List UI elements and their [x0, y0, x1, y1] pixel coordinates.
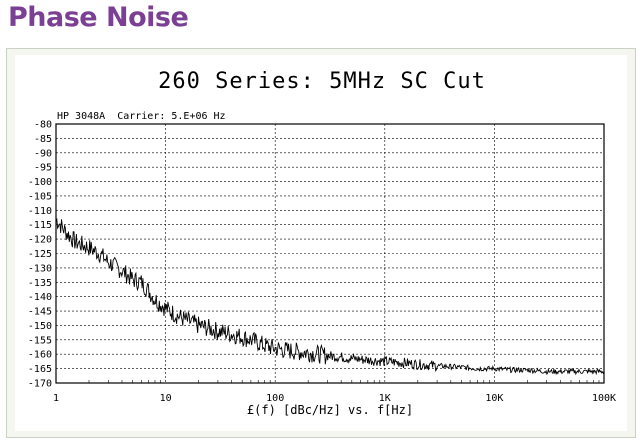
- y-tick-label: -110: [28, 206, 52, 217]
- y-tick-label: -80: [34, 120, 52, 131]
- chart-subtitle: HP 3048A Carrier: 5.E+06 Hz: [57, 111, 226, 122]
- series-layer: [55, 218, 605, 376]
- phase-noise-series-line: [55, 218, 605, 376]
- page-heading: Phase Noise: [8, 2, 189, 33]
- y-tick-label: -155: [28, 335, 52, 346]
- y-tick-label: -170: [28, 379, 52, 390]
- y-tick-label: -85: [34, 134, 52, 145]
- y-tick-label: -95: [34, 163, 52, 174]
- y-tick-label: -120: [28, 235, 52, 246]
- x-axis-label: £(f) [dBc/Hz] vs. f[Hz]: [247, 403, 413, 417]
- x-tick-label: 10: [160, 393, 172, 404]
- x-tick-label: 1K: [379, 393, 391, 404]
- chart-title: 260 Series: 5MHz SC Cut: [158, 69, 486, 94]
- y-tick-label: -150: [28, 321, 52, 332]
- y-tick-label: -125: [28, 249, 52, 260]
- y-tick-label: -130: [28, 263, 52, 274]
- y-tick-label: -135: [28, 278, 52, 289]
- x-tick-label: 10K: [485, 393, 503, 404]
- y-tick-label: -105: [28, 191, 52, 202]
- y-tick-labels: -80 -85 -90 -95 -100 -105 -110 -115 -120 -125 -130…: [28, 120, 52, 390]
- y-tick-label: -160: [28, 350, 52, 361]
- x-tick-label: 100: [266, 393, 284, 404]
- y-tick-label: -165: [28, 364, 52, 375]
- grid-lines: [56, 124, 604, 383]
- y-tick-label: -145: [28, 307, 52, 318]
- y-tick-label: -115: [28, 220, 52, 231]
- x-tick-label: 1: [53, 393, 59, 404]
- plot-frame: [55, 123, 605, 384]
- x-tick-label: 100K: [592, 393, 616, 404]
- x-tick-labels: 1 10 100 1K 10K 100K: [53, 393, 616, 404]
- y-tick-label: -140: [28, 292, 52, 303]
- y-tick-label: -90: [34, 148, 52, 159]
- y-tick-label: -100: [28, 177, 52, 188]
